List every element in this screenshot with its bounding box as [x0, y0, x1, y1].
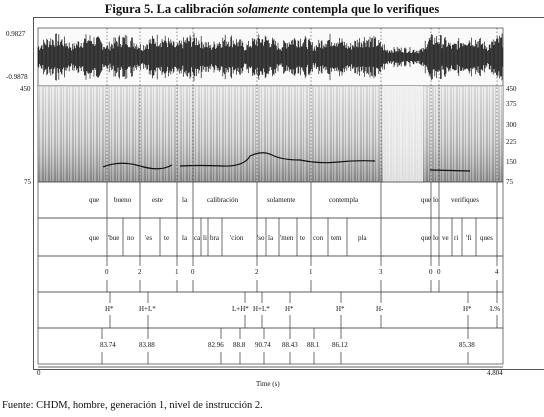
syllable-label: 'fi: [466, 234, 472, 242]
word-label: que: [89, 196, 100, 204]
waveform-max-label: 0.9827: [6, 30, 26, 38]
syllable-label: ve: [442, 234, 449, 242]
time-axis-title: Time (s): [256, 380, 280, 388]
tone-label: H-: [376, 305, 384, 313]
time-start-label: 0: [37, 369, 41, 377]
syllable-label: li: [203, 234, 207, 242]
tier-frames: [37, 181, 504, 365]
value-label: 88.1: [307, 341, 320, 349]
syllable-label: bra: [210, 234, 219, 242]
syllable-label: la: [182, 234, 188, 242]
syllable-label: no: [127, 234, 134, 242]
boundary-lines: [106, 28, 498, 182]
break-index-label: 4: [495, 268, 499, 276]
tone-label: H+L*: [253, 305, 270, 313]
syllable-label: ques: [480, 234, 493, 242]
word-label: verifiques: [451, 196, 479, 204]
syllable-label: tem: [331, 234, 342, 242]
value-label: 82.96: [208, 341, 224, 349]
syllable-label: ca: [194, 234, 201, 242]
word-label: que: [421, 196, 432, 204]
break-index-label: 1: [309, 268, 313, 276]
spectrogram-shade: [38, 86, 503, 182]
tone-label: H*: [336, 305, 345, 313]
freq-tick-75: 75: [506, 178, 513, 186]
value-label: 83.88: [139, 341, 155, 349]
word-label: contempla: [329, 196, 359, 204]
tone-label: L%: [490, 305, 501, 313]
value-label: 85.38: [459, 341, 475, 349]
word-label: la: [182, 196, 188, 204]
break-index-label: 0: [191, 268, 195, 276]
break-index-label: 1: [175, 268, 179, 276]
word-label: este: [152, 196, 163, 204]
tone-label: H*: [285, 305, 294, 313]
freq-tick-450: 450: [506, 85, 517, 93]
syllable-label: lo: [433, 234, 439, 242]
break-index-label: 0: [429, 268, 433, 276]
spectrogram-bottom-label: 75: [24, 178, 31, 186]
syllable-label: 'men: [280, 234, 294, 242]
tone-label: H*: [105, 305, 114, 313]
syllable-label: 'cion: [230, 234, 244, 242]
word-label: solamente: [267, 196, 296, 204]
value-label: 90.74: [255, 341, 271, 349]
waveform-min-label: -0.9878: [6, 73, 28, 81]
freq-tick-300: 300: [506, 121, 517, 129]
point-tier-stems: [101, 256, 498, 364]
tone-label: H+L*: [139, 305, 156, 313]
spectrogram-pause: [383, 86, 423, 182]
syllable-label: 'so: [257, 234, 265, 242]
value-label: 83.74: [100, 341, 116, 349]
break-index-label: 3: [379, 268, 383, 276]
word-label: bueno: [114, 196, 132, 204]
syllable-label: te: [300, 234, 306, 242]
freq-tick-150: 150: [506, 158, 517, 166]
syllable-label: la: [268, 234, 274, 242]
break-index-label: 0: [437, 268, 441, 276]
value-label: 86.12: [332, 341, 348, 349]
spectrogram-top-label: 450: [20, 85, 31, 93]
syllable-label: 'bue: [108, 234, 120, 242]
syllable-label: que: [89, 234, 100, 242]
figure-title: Figura 5. La calibración solamente conte…: [104, 2, 440, 16]
break-index-label: 2: [138, 268, 142, 276]
syllable-label: pla: [358, 234, 367, 242]
word-label: calibración: [207, 196, 239, 204]
freq-tick-375: 375: [506, 100, 517, 108]
break-index-label: 2: [255, 268, 259, 276]
tone-label: H*: [463, 305, 472, 313]
syllable-label: te: [164, 234, 170, 242]
figure-frame: [33, 17, 544, 370]
break-index-label: 0: [105, 268, 109, 276]
word-separators: [106, 182, 498, 218]
time-end-label: 4.804: [487, 369, 503, 377]
freq-tick-225: 225: [506, 138, 517, 146]
syllable-label: 'es: [145, 234, 153, 242]
syllable-label: con: [313, 234, 324, 242]
syllable-separators: [106, 218, 498, 256]
syllable-label: ri: [454, 234, 459, 242]
value-label: 88.43: [282, 341, 298, 349]
figure-source: Fuente: CHDM, hombre, generación 1, nive…: [2, 400, 263, 411]
value-label: 88.8: [233, 341, 246, 349]
word-label: lo: [433, 196, 439, 204]
tone-label: L+H*: [232, 305, 249, 313]
syllable-label: que: [421, 234, 432, 242]
